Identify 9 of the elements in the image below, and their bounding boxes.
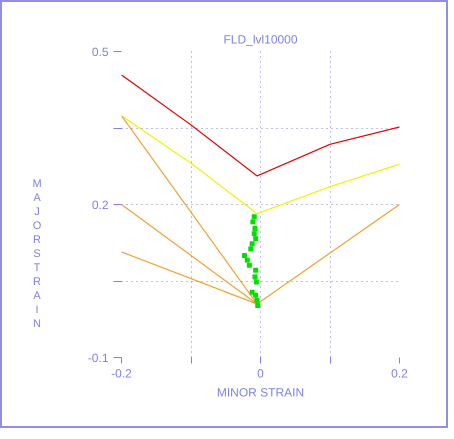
- x-axis-title: MINOR STRAIN: [216, 386, 304, 400]
- chart-title: FLD_lvl10000: [223, 32, 298, 46]
- y-tick-label: 0.5: [92, 45, 109, 59]
- text: MAJOR STRAIN: [32, 178, 42, 330]
- x-tick-label: 0: [257, 366, 264, 380]
- y-tick-label: 0.2: [92, 198, 109, 212]
- x-tick-label: -0.2: [111, 366, 132, 380]
- y-tick-label: -0.1: [88, 351, 109, 365]
- x-tick-label: 0.2: [391, 366, 408, 380]
